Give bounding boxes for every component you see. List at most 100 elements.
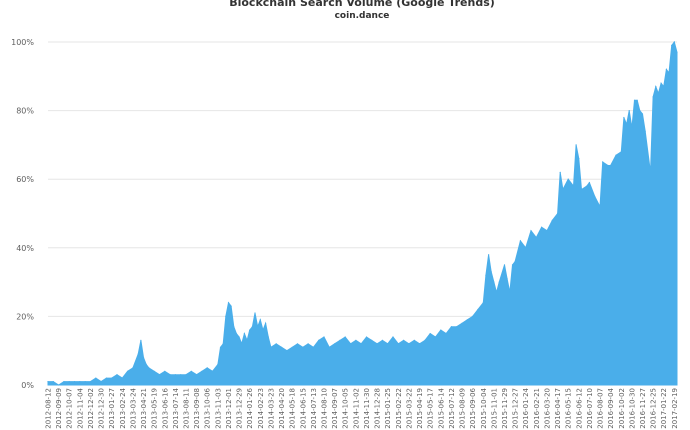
data-point <box>180 374 182 376</box>
data-point <box>657 92 660 94</box>
data-point <box>641 113 644 115</box>
data-point <box>655 86 657 88</box>
data-point <box>626 123 628 125</box>
data-point <box>493 281 495 283</box>
y-tick-label: 40% <box>16 244 34 253</box>
data-point <box>482 302 484 304</box>
data-point <box>628 110 630 112</box>
data-point <box>434 336 437 338</box>
data-point <box>132 367 134 369</box>
x-tick-label: 2016-10-30 <box>628 388 636 429</box>
data-point <box>267 336 269 338</box>
data-point <box>397 343 399 345</box>
data-point <box>429 333 431 335</box>
x-tick-label: 2016-12-25 <box>650 388 658 429</box>
data-point <box>519 240 522 242</box>
data-point <box>461 322 463 324</box>
x-tick-label: 2014-12-28 <box>374 388 382 429</box>
data-point <box>235 333 237 335</box>
data-point <box>153 370 155 372</box>
data-point <box>121 377 123 379</box>
data-point <box>610 164 612 167</box>
x-tick-label: 2015-08-09 <box>459 388 467 429</box>
data-point <box>302 346 304 348</box>
x-tick-label: 2017-01-22 <box>660 388 668 429</box>
data-point <box>413 339 415 341</box>
x-tick-label: 2014-10-05 <box>342 388 350 429</box>
data-point <box>503 264 506 266</box>
x-tick-label: 2013-09-08 <box>193 388 201 429</box>
y-tick-label: 80% <box>16 107 34 116</box>
data-point <box>445 333 447 335</box>
data-point <box>275 343 277 345</box>
data-point <box>233 326 235 328</box>
data-point <box>127 370 129 372</box>
data-point <box>116 374 118 376</box>
data-point <box>296 343 299 345</box>
x-tick-label: 2014-08-10 <box>321 388 329 429</box>
data-point <box>424 339 426 341</box>
data-point <box>403 339 405 341</box>
data-point <box>631 127 633 129</box>
data-point <box>676 51 678 53</box>
x-tick-label: 2015-09-06 <box>469 387 477 428</box>
data-point <box>511 264 514 266</box>
x-tick-label: 2015-05-17 <box>427 388 435 429</box>
data-point <box>257 326 259 328</box>
x-tick-label: 2014-04-20 <box>278 388 286 429</box>
x-tick-label: 2013-12-29 <box>236 388 244 429</box>
data-point <box>68 381 70 383</box>
data-point <box>148 367 150 369</box>
data-point <box>249 329 251 331</box>
data-point <box>145 363 147 365</box>
x-tick-label: 2014-07-13 <box>310 388 318 429</box>
x-tick-label: 2015-04-19 <box>416 388 424 429</box>
data-point <box>623 116 625 119</box>
data-point <box>238 336 240 338</box>
data-point <box>243 333 245 335</box>
data-point <box>286 350 288 352</box>
x-tick-label: 2016-01-24 <box>522 387 530 428</box>
x-tick-label: 2014-09-07 <box>331 388 339 429</box>
data-point <box>485 274 487 276</box>
data-point <box>392 336 394 338</box>
data-point <box>580 188 583 191</box>
data-point <box>607 164 609 167</box>
data-point <box>615 154 617 156</box>
x-tick-label: 2013-03-24 <box>129 387 137 428</box>
data-point <box>541 226 543 228</box>
y-axis-ticks: 0% 20% 40% 60% 80% 100% <box>11 38 34 390</box>
x-tick-label: 2016-04-17 <box>554 388 562 429</box>
data-point <box>639 110 641 112</box>
data-point <box>477 308 479 311</box>
data-point <box>371 339 373 341</box>
data-point <box>206 367 208 369</box>
data-point <box>79 381 81 383</box>
x-tick-label: 2013-02-24 <box>119 387 127 428</box>
x-tick-label: 2013-11-03 <box>214 388 222 429</box>
data-point <box>201 370 203 372</box>
x-tick-label: 2013-06-16 <box>161 387 169 428</box>
data-point <box>225 315 227 317</box>
x-axis-ticks: 2012-08-12 2012-09-09 2012-10-07 2012-11-04… <box>45 387 679 428</box>
y-tick-label: 20% <box>16 312 34 321</box>
data-point <box>466 319 468 321</box>
data-point <box>506 278 508 280</box>
data-point <box>254 312 256 314</box>
data-point <box>190 370 192 372</box>
data-point <box>562 188 564 191</box>
x-tick-label: 2012-11-04 <box>76 387 84 428</box>
x-tick-label: 2013-08-11 <box>183 388 191 429</box>
x-tick-label: 2015-12-27 <box>512 388 520 429</box>
data-point <box>265 322 267 324</box>
data-point <box>663 86 665 88</box>
x-tick-label: 2014-01-26 <box>246 387 254 428</box>
data-point <box>318 339 320 341</box>
x-tick-label: 2015-10-04 <box>480 387 488 428</box>
x-tick-label: 2013-10-06 <box>204 387 212 428</box>
x-tick-label: 2016-03-20 <box>544 388 552 429</box>
data-point <box>105 377 107 379</box>
data-point <box>89 381 92 383</box>
data-point <box>84 381 86 383</box>
